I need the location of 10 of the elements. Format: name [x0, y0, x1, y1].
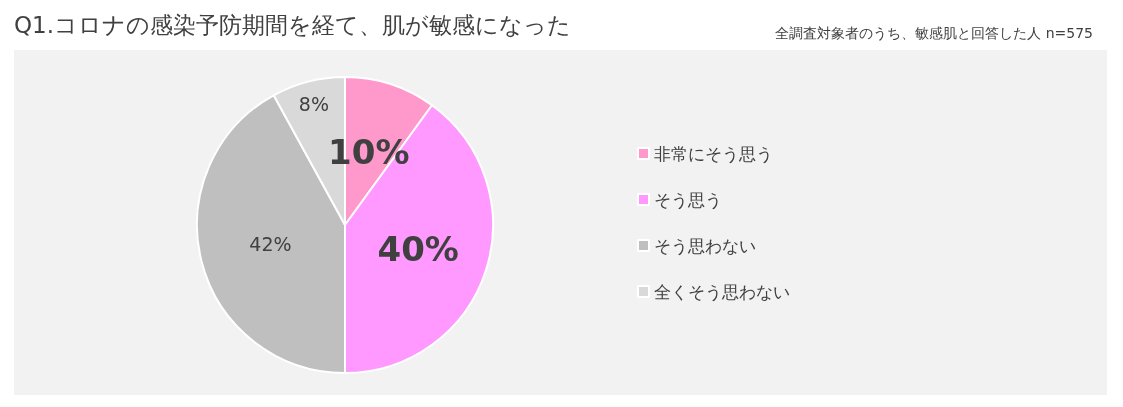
text: 全調査対象者のうち、敏感肌と回答した人 n=575: [775, 25, 1093, 43]
chart-title: Q1.コロナの感染予防期間を経て、肌が敏感になった: [14, 11, 572, 40]
data-label: 8%: [298, 92, 329, 115]
legend-label: 全くそう思わない: [654, 281, 790, 302]
legend-label: 非常にそう思う: [654, 143, 773, 164]
data-label: 10%: [328, 131, 410, 172]
legend-label: そう思わない: [654, 235, 756, 256]
data-label: 40%: [377, 228, 459, 269]
legend-label: そう思う: [654, 189, 722, 210]
data-label: 42%: [249, 233, 292, 256]
